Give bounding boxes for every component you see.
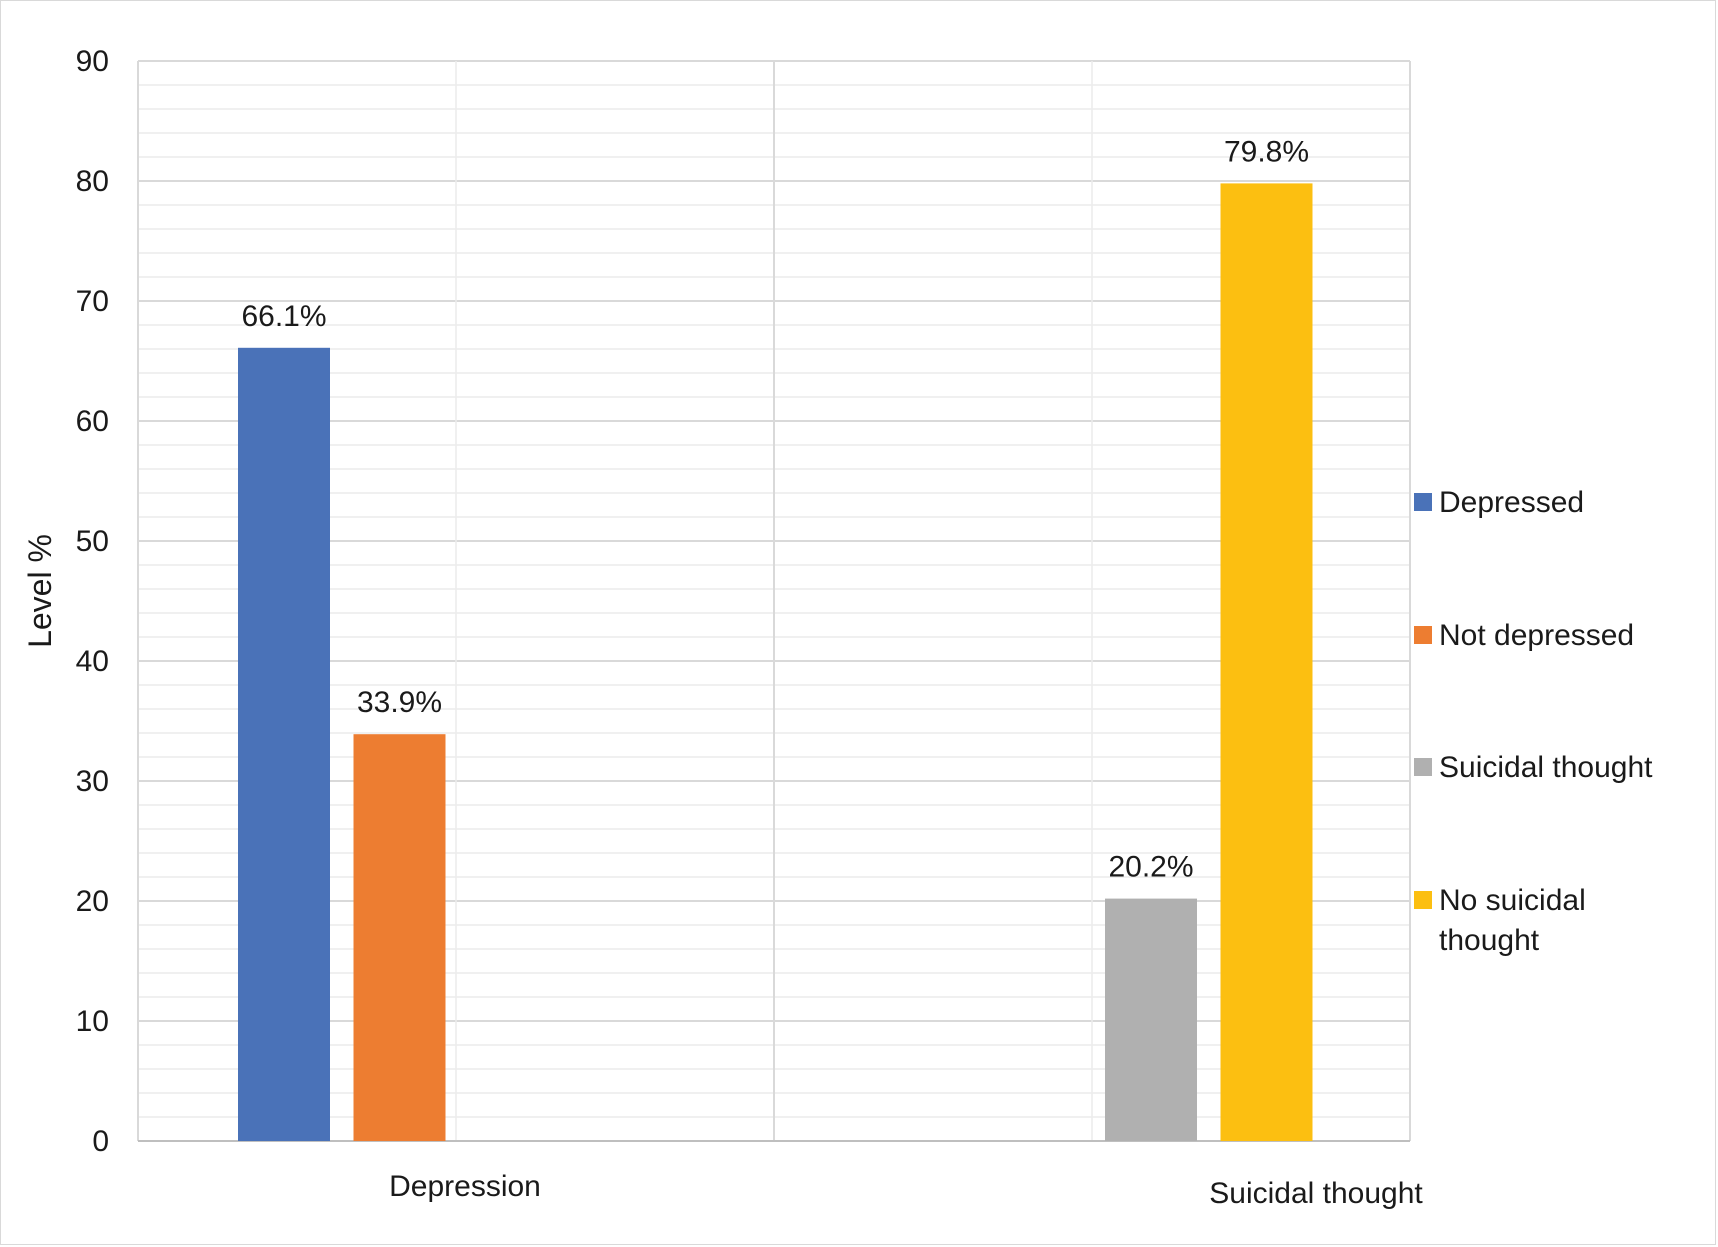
legend-label: Suicidal thought xyxy=(1439,751,1653,784)
legend-label: Depressed xyxy=(1439,486,1584,519)
grid-layer xyxy=(137,60,1411,1142)
legend-swatch xyxy=(1414,758,1432,776)
y-tick-label: 20 xyxy=(76,885,109,918)
legend-label: Not depressed xyxy=(1439,619,1634,652)
bar-depressed xyxy=(238,347,330,1141)
bar-suicidal-thought xyxy=(1105,898,1197,1141)
label-layer: 0 10 20 30 40 50 60 70 80 90 66.1% 33.9% Depression 2… xyxy=(76,45,1424,1210)
legend-label: No suicidal xyxy=(1439,884,1586,917)
legend-swatch xyxy=(1414,493,1432,511)
y-axis-title: Level % xyxy=(22,534,58,648)
y-tick-label: 90 xyxy=(76,45,109,78)
y-tick-label: 10 xyxy=(76,1005,109,1038)
x-category-label: Depression xyxy=(389,1170,541,1203)
bar-not-depressed xyxy=(353,734,446,1141)
data-label: 79.8% xyxy=(1224,135,1309,168)
bar-no-suicidal-thought xyxy=(1220,183,1313,1141)
legend-swatch xyxy=(1414,626,1432,644)
y-tick-label: 50 xyxy=(76,525,109,558)
y-tick-label: 30 xyxy=(76,765,109,798)
legend-label: thought xyxy=(1439,924,1540,957)
data-label: 20.2% xyxy=(1108,851,1193,884)
y-tick-label: 0 xyxy=(92,1125,109,1158)
y-tick-label: 60 xyxy=(76,405,109,438)
legend: Depressed Not depressed Suicidal thought No… xyxy=(1414,486,1653,957)
bar-layer xyxy=(238,183,1313,1141)
legend-swatch xyxy=(1414,891,1432,909)
data-label: 66.1% xyxy=(241,300,326,333)
x-category-label: Suicidal thought xyxy=(1209,1177,1423,1210)
y-tick-label: 80 xyxy=(76,165,109,198)
y-tick-label: 70 xyxy=(76,285,109,318)
y-tick-label: 40 xyxy=(76,645,109,678)
data-label: 33.9% xyxy=(357,686,442,719)
